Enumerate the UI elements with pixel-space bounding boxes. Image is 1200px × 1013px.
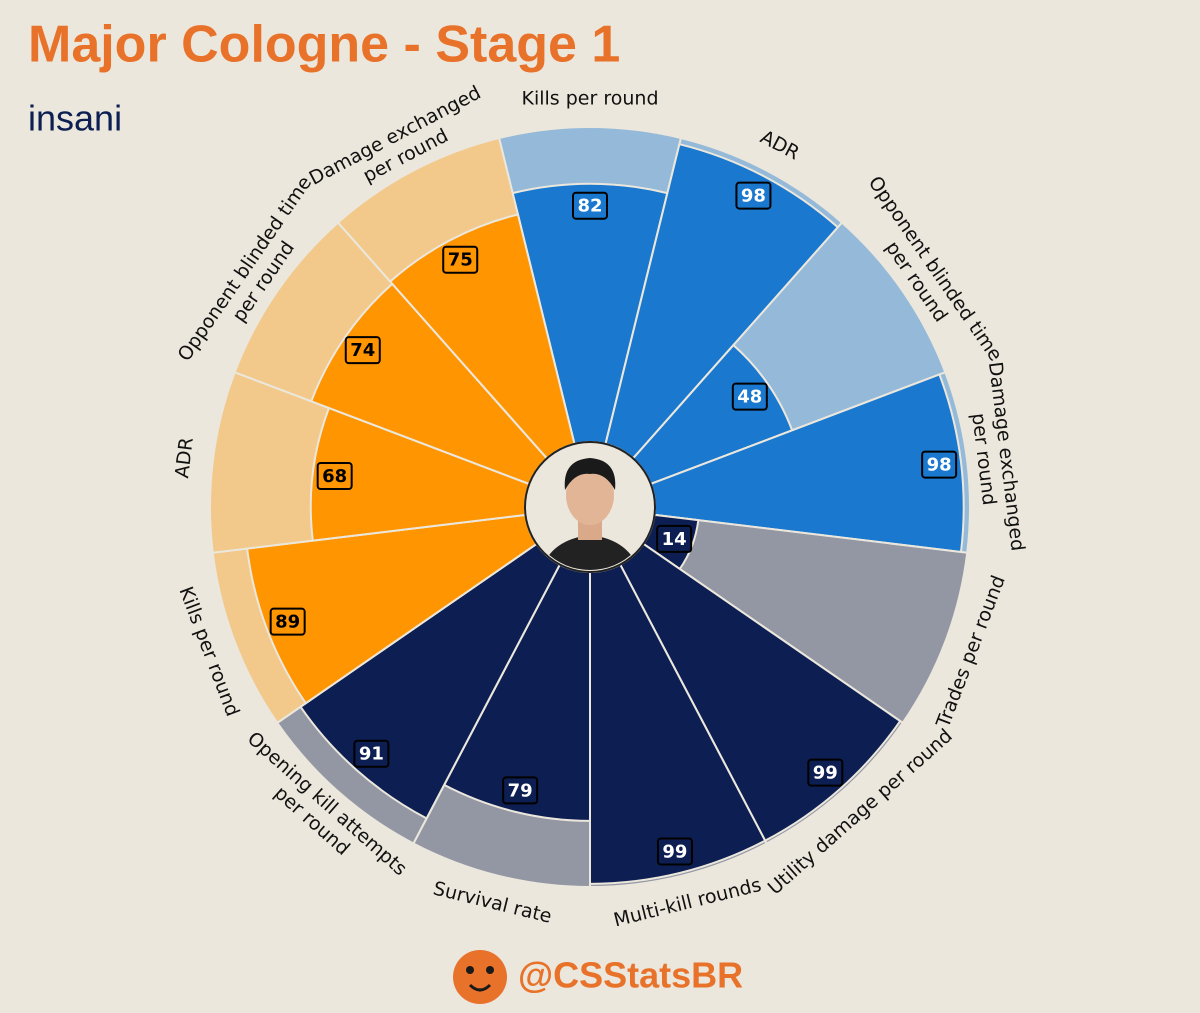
value-label: 74 — [350, 340, 375, 361]
value-label: 48 — [737, 387, 762, 408]
value-label: 75 — [448, 250, 473, 271]
value-label-box — [656, 524, 693, 553]
value-label-box — [502, 776, 539, 805]
value-label: 82 — [577, 196, 602, 217]
photo-hair — [564, 458, 616, 490]
category-label: Kills per round — [522, 88, 659, 110]
value-label: 68 — [322, 466, 347, 487]
value-label: 98 — [741, 186, 766, 207]
value-label-box — [344, 336, 381, 365]
footer-logo — [453, 950, 507, 1004]
value-label: 91 — [359, 744, 384, 765]
logo-circle — [453, 950, 507, 1004]
logo-eye — [466, 966, 474, 974]
photo-face — [566, 465, 614, 525]
value-label-box — [921, 450, 958, 479]
player-photo — [524, 441, 656, 573]
value-label-box — [442, 245, 479, 274]
category-label: ADR — [171, 436, 198, 479]
value-label: 99 — [662, 842, 687, 863]
value-label: 89 — [275, 612, 300, 633]
chart-title: Major Cologne - Stage 1 — [28, 16, 620, 74]
value-label: 98 — [927, 455, 952, 476]
value-label-box — [656, 837, 693, 866]
logo-eye — [486, 966, 494, 974]
value-label-box — [807, 758, 844, 787]
chart-subtitle: insani — [28, 98, 122, 139]
value-label: 79 — [508, 780, 533, 801]
value-label-box — [316, 461, 353, 490]
value-label: 14 — [662, 529, 687, 550]
value-label-box — [572, 191, 608, 220]
value-label-box — [353, 739, 390, 768]
value-label: 99 — [813, 763, 838, 784]
footer-handle: @CSStatsBR — [518, 955, 743, 996]
logo-mouth — [468, 983, 492, 992]
value-label-box — [735, 181, 772, 210]
value-label-box — [269, 607, 306, 636]
value-label-box — [731, 382, 768, 411]
